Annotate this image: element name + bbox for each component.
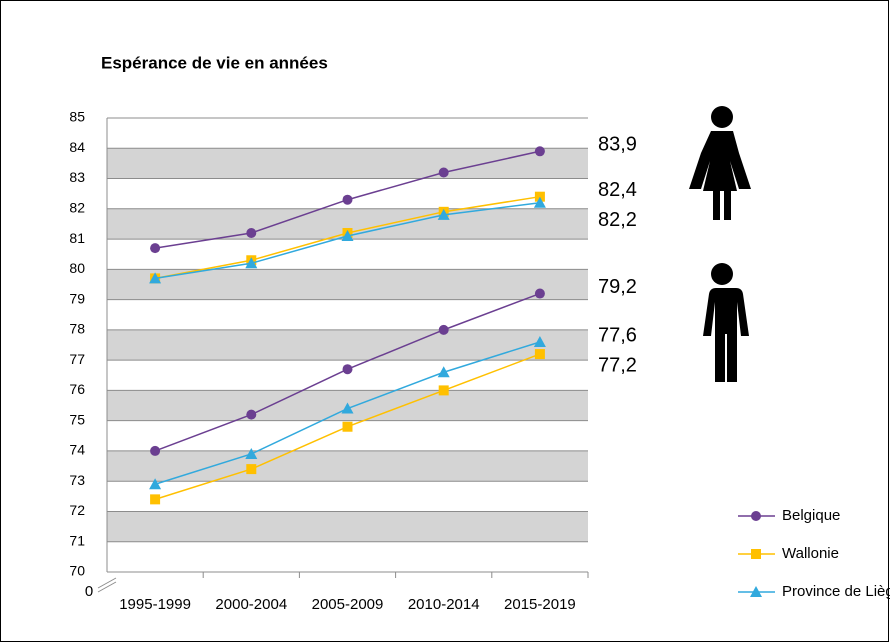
marker	[341, 402, 354, 414]
marker	[438, 385, 449, 396]
y-tick-label: 75	[69, 411, 85, 427]
y-tick-label: 76	[69, 381, 85, 397]
marker	[149, 272, 162, 284]
y-tick-label: 72	[69, 502, 85, 518]
marker	[150, 494, 161, 505]
axis-break-label: 0	[85, 583, 93, 600]
marker	[438, 167, 449, 178]
marker	[438, 324, 449, 335]
axis-break	[97, 577, 117, 593]
marker	[534, 288, 545, 299]
x-tick-label: 2015-2019	[504, 596, 576, 613]
legend-item: Province de Liège	[738, 583, 890, 600]
marker	[246, 409, 257, 420]
marker	[150, 445, 161, 456]
marker	[246, 464, 257, 475]
marker	[533, 196, 546, 208]
y-tick-label: 83	[69, 169, 85, 185]
legend-item: Belgique	[738, 507, 840, 524]
y-tick-label: 71	[69, 532, 85, 548]
legend-label: Province de Liège	[782, 583, 890, 600]
data-label: 79,2	[598, 276, 637, 298]
y-tick-label: 80	[69, 260, 85, 276]
y-tick-label: 73	[69, 472, 85, 488]
y-tick-label: 78	[69, 321, 85, 337]
marker	[751, 549, 761, 559]
legend-item: Wallonie	[738, 545, 839, 562]
y-tick-label: 81	[69, 230, 85, 246]
y-tick-label: 84	[69, 139, 85, 155]
legend-label: Belgique	[782, 507, 840, 524]
x-tick-label: 2010-2014	[408, 596, 480, 613]
marker	[342, 194, 353, 205]
x-tick-label: 2000-2004	[215, 596, 287, 613]
marker	[437, 208, 450, 220]
y-tick-label: 77	[69, 351, 85, 367]
grid-band	[107, 148, 588, 179]
y-tick-label: 79	[69, 290, 85, 306]
marker	[150, 243, 161, 254]
marker	[246, 228, 257, 239]
y-tick-label: 74	[69, 442, 85, 458]
marker	[149, 478, 162, 490]
marker	[245, 257, 258, 269]
data-label: 82,2	[598, 209, 637, 231]
marker	[245, 447, 258, 459]
woman-icon	[689, 106, 751, 220]
data-label: 82,4	[598, 179, 637, 201]
marker	[534, 349, 545, 360]
legend-label: Wallonie	[782, 545, 839, 562]
grid-band	[107, 511, 588, 542]
chart-title: Espérance de vie en années	[101, 53, 328, 72]
marker	[342, 364, 353, 375]
x-tick-label: 1995-1999	[119, 596, 191, 613]
x-tick-label: 2005-2009	[312, 596, 384, 613]
marker	[751, 511, 761, 521]
y-tick-label: 70	[69, 563, 85, 579]
grid-band	[107, 329, 588, 361]
y-tick-label: 85	[69, 109, 85, 125]
data-label: 77,2	[598, 354, 637, 376]
marker	[533, 335, 546, 347]
data-label: 83,9	[598, 134, 637, 156]
marker	[534, 191, 545, 202]
marker	[342, 421, 353, 432]
marker	[341, 230, 354, 242]
grid-band	[107, 269, 588, 300]
marker	[750, 586, 762, 597]
marker	[437, 366, 450, 378]
marker	[534, 146, 545, 157]
data-label: 77,6	[598, 324, 637, 346]
man-icon	[703, 263, 749, 382]
grid-band	[107, 450, 588, 482]
y-tick-label: 82	[69, 200, 85, 216]
